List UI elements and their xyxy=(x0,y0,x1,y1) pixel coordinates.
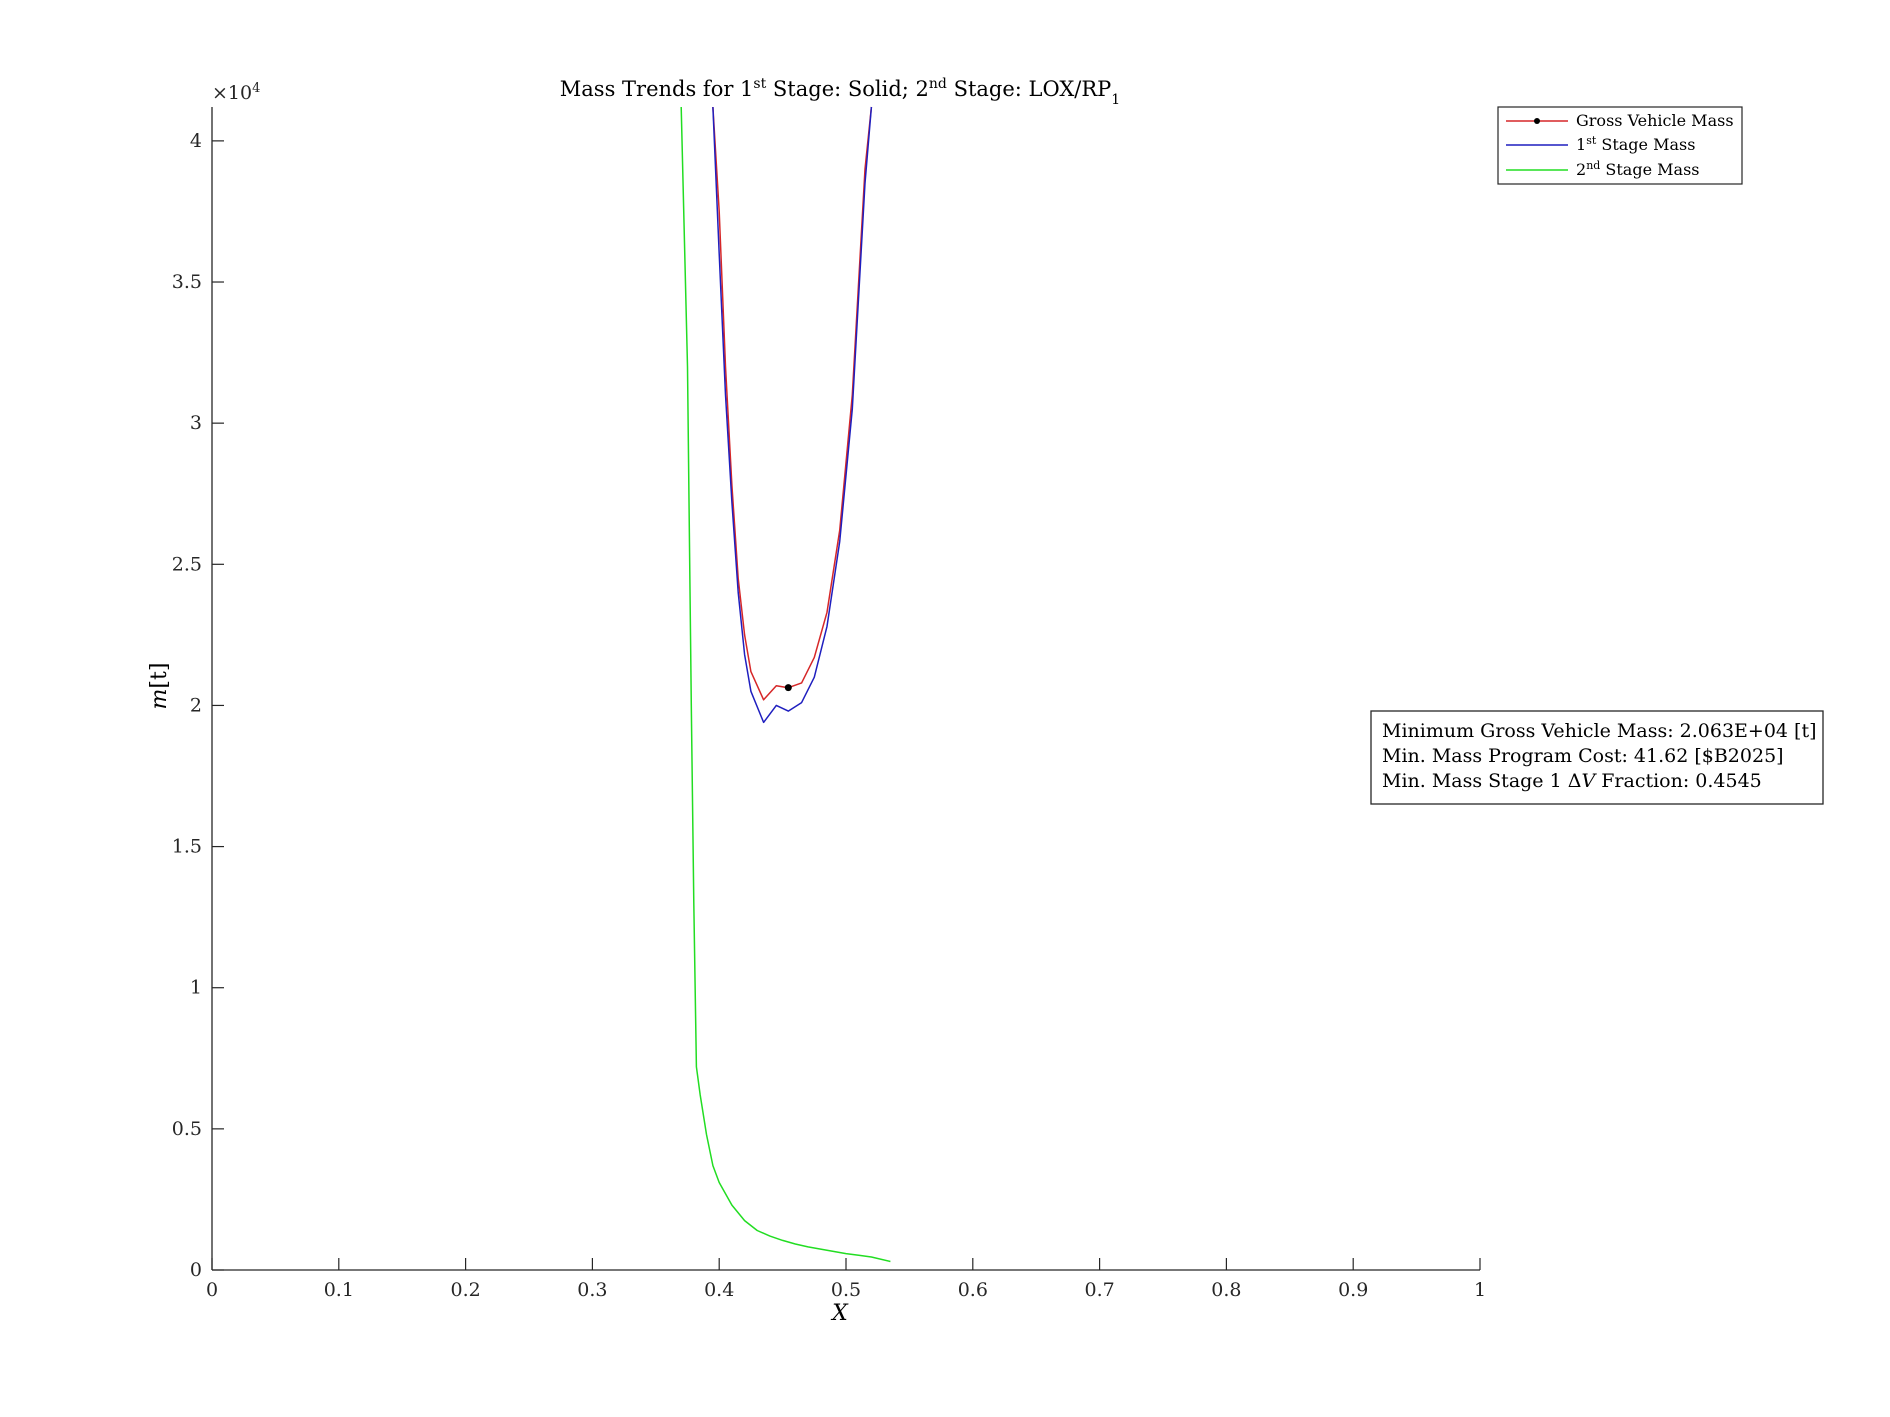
gross-vehicle-mass-line xyxy=(712,106,873,701)
annotation-frame xyxy=(1370,710,1824,805)
x-tick-label: 0.2 xyxy=(450,1279,480,1301)
annotation-line-cost: Min. Mass Program Cost: 41.62 [$B2025] xyxy=(1382,745,1784,767)
chart-title: Mass Trends for 1st Stage: Solid; 2nd St… xyxy=(560,76,1120,108)
series-layer xyxy=(680,106,891,1263)
min-gross-mass-marker xyxy=(784,684,792,692)
y-tick-label: 0 xyxy=(190,1259,202,1281)
x-tick-label: 0.7 xyxy=(1084,1279,1114,1301)
x-tick-label: 0.3 xyxy=(577,1279,607,1301)
y-tick-label: 3.5 xyxy=(172,271,202,293)
stage-1-mass-line xyxy=(712,106,873,724)
x-tick-label: 1 xyxy=(1474,1279,1486,1301)
y-tick-label: 3 xyxy=(190,412,202,434)
x-tick-label: 0.1 xyxy=(324,1279,354,1301)
x-tick-label: 0.5 xyxy=(831,1279,861,1301)
axes xyxy=(211,107,1480,1271)
x-tick-label: 0.8 xyxy=(1211,1279,1241,1301)
y-exponent-label: ×104 xyxy=(212,81,260,105)
y-tick-label: 2 xyxy=(190,694,202,716)
x-tick-label: 0.6 xyxy=(958,1279,988,1301)
annotation-line-dv-fraction: Min. Mass Stage 1 ΔV Fraction: 0.4545 xyxy=(1382,770,1762,792)
x-axis-label: X xyxy=(830,1301,849,1326)
x-tick-label: 0 xyxy=(206,1279,218,1301)
legend: Gross Vehicle Mass 1st Stage Mass 2nd St… xyxy=(1497,106,1743,185)
y-tick-label: 2.5 xyxy=(172,553,202,575)
legend-label-stage1: 1st Stage Mass xyxy=(1576,134,1695,155)
y-tick-label: 1 xyxy=(190,977,202,999)
x-ticks: 0 0.1 0.2 0.3 0.4 0.5 0.6 0.7 0.8 0.9 1 xyxy=(206,1258,1486,1301)
x-tick-label: 0.9 xyxy=(1338,1279,1368,1301)
annotation-box: Minimum Gross Vehicle Mass: 2.063E+04 [t… xyxy=(1370,710,1824,805)
y-tick-label: 0.5 xyxy=(172,1118,202,1140)
stage-2-mass-line xyxy=(680,106,891,1263)
y-tick-label: 1.5 xyxy=(172,836,202,858)
legend-label-stage2: 2nd Stage Mass xyxy=(1576,159,1699,180)
legend-label-gross: Gross Vehicle Mass xyxy=(1576,111,1734,130)
annotation-line-min-mass: Minimum Gross Vehicle Mass: 2.063E+04 [t… xyxy=(1382,720,1817,742)
legend-marker-gross xyxy=(1534,118,1540,124)
y-axis-label: m[t] xyxy=(147,663,172,710)
x-tick-label: 0.4 xyxy=(704,1279,734,1301)
y-tick-label: 4 xyxy=(190,130,202,152)
y-ticks: 0 0.5 1 1.5 2 2.5 3 3.5 4 xyxy=(172,130,224,1281)
